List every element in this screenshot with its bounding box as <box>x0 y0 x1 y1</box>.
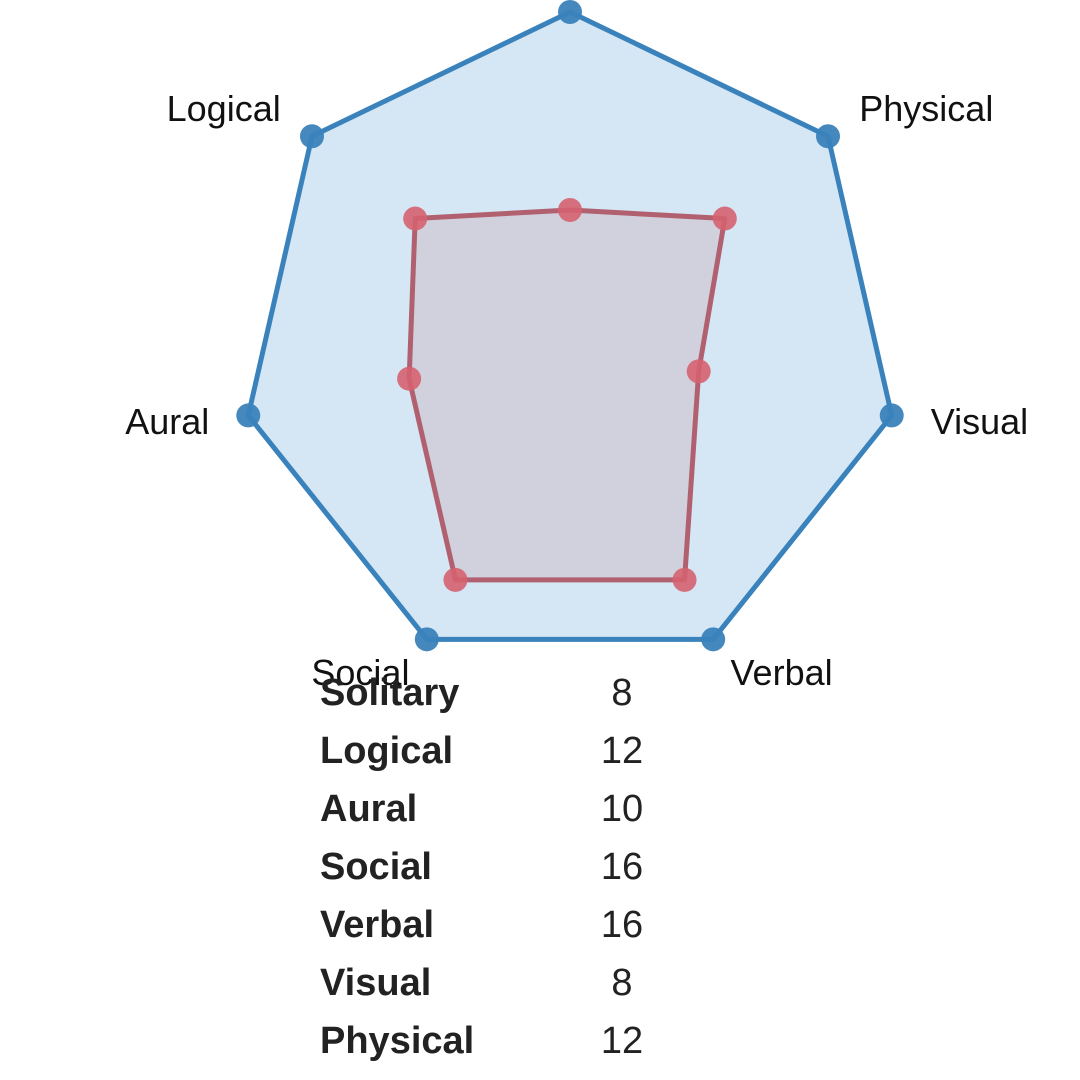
data-point-inner <box>403 206 428 231</box>
data-point-outer <box>299 124 324 149</box>
axis-labels: SolitaryPhysicalVisualVerbalSocialAuralL… <box>125 88 1028 693</box>
table-row: Logical 12 <box>320 722 654 780</box>
data-point-outer <box>414 627 439 652</box>
data-point-inner <box>712 206 737 231</box>
data-point-inner <box>558 198 582 222</box>
axis-label-visual: Visual <box>931 401 1028 442</box>
style-name: Solitary <box>320 672 460 714</box>
table-row: Social 16 <box>320 838 654 896</box>
style-score: 8 <box>611 962 633 1004</box>
table-row: Solitary 8 <box>320 664 654 722</box>
data-point-outer <box>816 124 841 149</box>
table-row: Physical 12 <box>320 1012 654 1070</box>
style-name: Logical <box>320 730 454 772</box>
series-area-inner <box>406 207 728 583</box>
axis-label-physical: Physical <box>859 88 993 129</box>
data-point-inner <box>443 567 468 592</box>
data-point-inner <box>672 567 697 592</box>
data-point-inner <box>686 359 711 384</box>
data-series <box>236 0 904 652</box>
style-name: Social <box>320 846 432 888</box>
style-score: 10 <box>600 788 644 830</box>
table-row: Aural 10 <box>320 780 654 838</box>
style-name: Aural <box>320 788 418 830</box>
style-name: Physical <box>320 1020 475 1062</box>
table-row: Visual 8 <box>320 954 654 1012</box>
data-point-outer <box>701 627 726 652</box>
style-score: 8 <box>611 672 633 714</box>
style-name: Visual <box>320 962 432 1004</box>
data-point-outer <box>879 403 904 428</box>
style-score: 12 <box>600 730 644 772</box>
axis-label-social: Social <box>311 652 409 693</box>
axis-label-aural: Aural <box>125 401 209 442</box>
data-point-outer <box>236 403 261 428</box>
table-row: Verbal 16 <box>320 896 654 954</box>
style-name: Verbal <box>320 904 435 946</box>
score-table: Solitary 8 Logical 12 Aural 10 Social 16… <box>320 664 654 1070</box>
style-score: 16 <box>600 846 644 888</box>
data-point-outer <box>558 0 582 24</box>
data-point-inner <box>397 366 422 391</box>
style-score: 12 <box>600 1020 644 1062</box>
style-score: 16 <box>600 904 644 946</box>
axis-label-logical: Logical <box>167 88 281 129</box>
axis-label-verbal: Verbal <box>731 652 833 693</box>
